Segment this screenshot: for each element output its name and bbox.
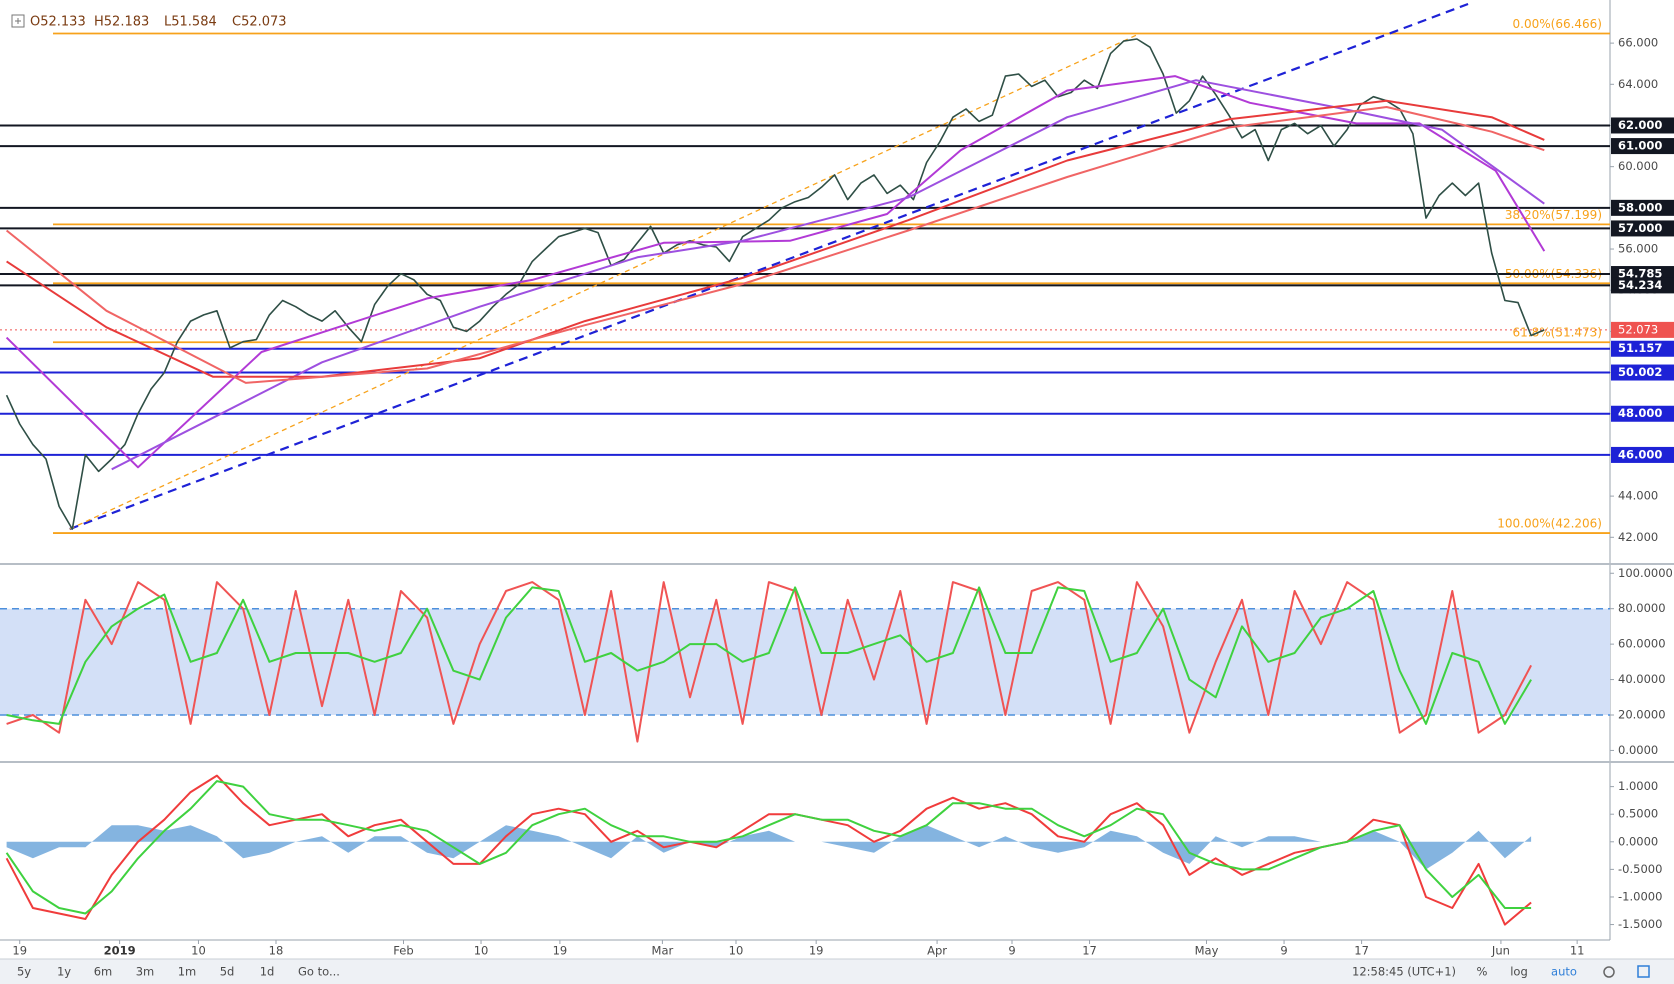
range-button[interactable]: 6m [94,965,113,979]
y-tick-label: 56.000 [1618,242,1658,256]
fib-label: 38.20%(57.199) [1505,208,1602,222]
range-button[interactable]: 1m [178,965,197,979]
y-tick-label: -0.5000 [1618,862,1662,876]
level-label: 62.000 [1618,118,1662,132]
y-tick-label: 42.000 [1618,530,1658,544]
level-label: 51.157 [1618,341,1662,355]
level-label: 58.000 [1618,200,1662,214]
ohlc-value: O52.133 [30,15,86,30]
x-tick-label: 11 [1570,944,1585,958]
moving-average [5,106,1545,384]
fib-label: 100.00%(42.206) [1497,517,1602,531]
ohlc-value: L51.584 [164,15,217,30]
y-tick-label: 20.0000 [1618,707,1666,721]
level-label: 57.000 [1618,221,1662,235]
indicator-line [5,774,1532,926]
y-tick-label: 40.0000 [1618,672,1666,686]
level-label: 50.002 [1618,365,1662,379]
y-tick-label: 0.0000 [1618,743,1658,757]
histogram-area [6,825,1532,870]
x-tick-label: 10 [191,944,206,958]
y-tick-label: 60.000 [1618,159,1658,173]
level-label: 61.000 [1618,139,1662,153]
level-label-box [1611,446,1674,463]
indicator-line [5,780,1532,915]
x-tick-label: 9 [1280,944,1287,958]
ohlc-value: H52.183 [94,15,149,30]
level-label-box [1611,199,1674,216]
legend-toggle[interactable] [11,14,25,28]
range-button[interactable]: 1y [57,965,71,979]
clock: 12:58:45 (UTC+1) [1352,965,1456,979]
level-label-box [1611,117,1674,134]
x-tick-label: 17 [1354,944,1369,958]
x-tick-label: 18 [269,944,284,958]
level-label: 46.000 [1618,447,1662,461]
y-tick-label: 66.000 [1618,36,1658,50]
band-fill [0,608,1610,715]
x-tick-label: 17 [1082,944,1097,958]
x-tick-label: 19 [553,944,568,958]
x-tick-label: 9 [1008,944,1015,958]
fullscreen-icon[interactable] [1637,965,1650,978]
scale-option[interactable]: log [1510,965,1528,979]
range-button[interactable]: 5d [220,965,235,979]
trendline [69,2,1469,531]
scale-option[interactable]: % [1477,965,1488,979]
fib-label: 61.8%(51.473) [1513,326,1602,340]
x-tick-label: Apr [927,944,947,958]
range-button[interactable]: 3m [136,965,155,979]
range-button[interactable]: 5y [17,965,31,979]
indicator-line [6,581,1532,743]
price-line [5,38,1545,530]
bottom-toolbar [0,959,1674,984]
level-label: 54.234 [1618,278,1662,292]
last-price-label: 52.073 [1618,322,1658,336]
x-tick-label: 2019 [104,944,136,958]
x-tick-label: Mar [652,944,674,958]
level-label-box [1611,405,1674,422]
y-tick-label: 60.0000 [1618,637,1666,651]
level-label-box [1611,340,1674,357]
goto-button[interactable]: Go to... [298,965,340,979]
level-label: 54.785 [1618,267,1662,281]
x-tick-label: Feb [393,944,413,958]
x-tick-label: 19 [809,944,824,958]
x-tick-label: 10 [729,944,744,958]
level-label-box [1611,138,1674,155]
fib-label: 0.00%(66.466) [1513,17,1602,31]
scale-option[interactable]: auto [1551,965,1577,979]
y-tick-label: 64.000 [1618,77,1658,91]
last-price-box [1611,321,1674,338]
settings-icon[interactable] [1603,966,1615,978]
indicator-line [6,586,1532,725]
level-label-box [1611,364,1674,381]
y-tick-label: -1.5000 [1618,917,1662,931]
y-tick-label: 80.0000 [1618,601,1666,615]
trendline [69,34,1138,530]
y-tick-label: 100.0000 [1618,566,1673,580]
x-tick-label: 10 [474,944,489,958]
moving-average [5,75,1546,469]
y-tick-label: 44.000 [1618,489,1658,503]
range-button[interactable]: 1d [260,965,275,979]
y-tick-label: -1.0000 [1618,889,1662,903]
level-label-box [1611,220,1674,237]
y-tick-label: 1.0000 [1618,779,1658,793]
y-tick-label: 0.0000 [1618,834,1658,848]
moving-average [6,99,1545,378]
y-tick-label: 0.5000 [1618,807,1658,821]
level-label: 48.000 [1618,406,1662,420]
x-tick-label: Jun [1491,944,1510,958]
ohlc-value: C52.073 [232,15,287,30]
x-tick-label: May [1195,944,1219,958]
x-tick-label: 19 [12,944,27,958]
level-label-box [1611,277,1674,294]
